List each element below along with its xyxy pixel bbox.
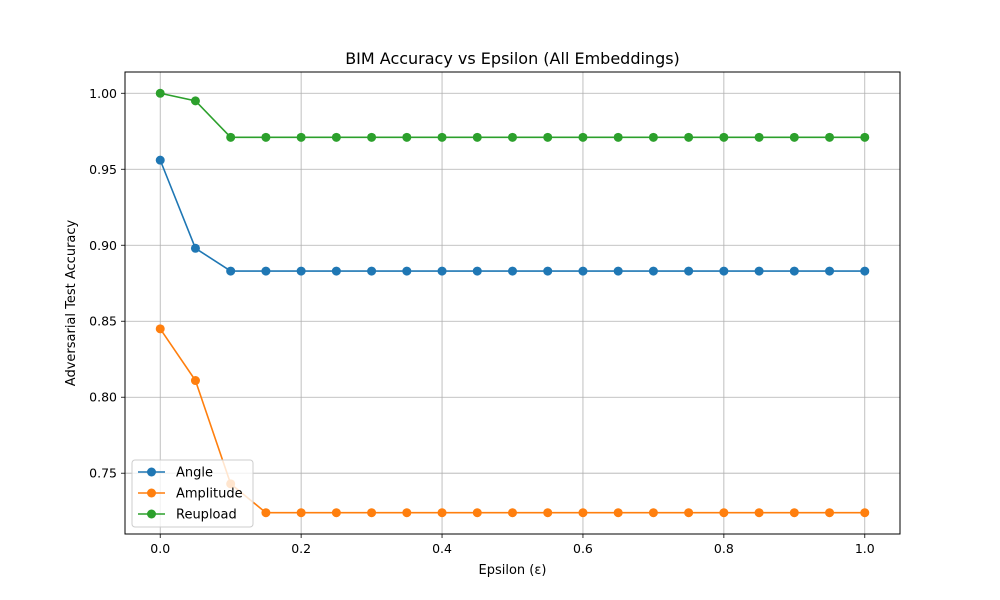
- data-point: [719, 266, 729, 276]
- data-point: [754, 132, 764, 142]
- data-point: [648, 266, 658, 276]
- data-point: [155, 324, 165, 334]
- data-point: [190, 376, 200, 386]
- data-point: [860, 508, 870, 518]
- data-point: [543, 132, 553, 142]
- data-point: [367, 508, 377, 518]
- data-point: [261, 266, 271, 276]
- x-tick-label: 1.0: [855, 541, 875, 556]
- data-point: [578, 266, 588, 276]
- series-layer: [155, 88, 870, 518]
- data-point: [367, 266, 377, 276]
- data-point: [719, 508, 729, 518]
- data-point: [684, 266, 694, 276]
- data-point: [331, 508, 341, 518]
- data-point: [578, 508, 588, 518]
- legend-label: Amplitude: [176, 487, 243, 502]
- x-tick-label: 0.6: [573, 541, 593, 556]
- legend-item: Angle: [138, 466, 213, 481]
- data-point: [825, 132, 835, 142]
- data-point: [789, 132, 799, 142]
- data-point: [402, 508, 412, 518]
- data-point: [684, 132, 694, 142]
- y-tick-label: 0.80: [89, 390, 117, 405]
- legend-marker: [147, 488, 156, 498]
- ticks: 0.0 0.2 0.4 0.6 0.8 1.0 0.75 0.80 0.85 0.90 0.95 1.…: [89, 86, 875, 556]
- data-point: [261, 508, 271, 518]
- data-point: [296, 266, 306, 276]
- legend-item: Reupload: [138, 508, 237, 523]
- data-point: [543, 508, 553, 518]
- y-tick-label: 1.00: [89, 86, 117, 101]
- x-tick-label: 0.0: [150, 541, 170, 556]
- data-point: [190, 96, 200, 106]
- data-point: [367, 132, 377, 142]
- data-point: [754, 508, 764, 518]
- data-point: [825, 508, 835, 518]
- legend-marker: [147, 509, 156, 519]
- y-tick-label: 0.95: [89, 162, 117, 177]
- data-point: [754, 266, 764, 276]
- data-point: [719, 132, 729, 142]
- data-point: [684, 508, 694, 518]
- data-point: [508, 266, 517, 276]
- legend-label: Reupload: [176, 508, 237, 523]
- data-point: [543, 266, 553, 276]
- data-point: [190, 243, 200, 253]
- legend-box: [131, 459, 254, 528]
- data-point: [437, 132, 447, 142]
- legend: Angle Amplitude Reupload: [131, 459, 254, 528]
- data-point: [226, 266, 236, 276]
- y-axis-label: Adversarial Test Accuracy: [64, 219, 79, 386]
- y-tick-label: 0.85: [89, 314, 117, 329]
- x-axis-label: Epsilon (ε): [479, 563, 547, 578]
- data-point: [331, 132, 341, 142]
- y-tick-label: 0.75: [89, 466, 117, 481]
- data-point: [508, 132, 517, 142]
- data-point: [402, 132, 412, 142]
- data-point: [331, 266, 341, 276]
- series-amplitude: [155, 324, 870, 518]
- data-point: [648, 508, 658, 518]
- data-point: [789, 266, 799, 276]
- chart-title: BIM Accuracy vs Epsilon (All Embeddings): [345, 49, 680, 68]
- data-point: [472, 266, 482, 276]
- data-point: [296, 508, 306, 518]
- x-tick-label: 0.4: [432, 541, 452, 556]
- legend-item: Amplitude: [138, 487, 243, 502]
- data-point: [825, 266, 835, 276]
- y-tick-label: 0.90: [89, 238, 117, 253]
- series-angle: [155, 155, 870, 276]
- data-point: [578, 132, 588, 142]
- data-point: [472, 508, 482, 518]
- series-reupload: [155, 88, 870, 142]
- data-point: [472, 132, 482, 142]
- data-point: [508, 508, 517, 518]
- data-point: [296, 132, 306, 142]
- data-point: [437, 266, 447, 276]
- data-point: [226, 132, 236, 142]
- legend-marker: [147, 467, 156, 477]
- data-point: [860, 266, 870, 276]
- data-point: [155, 88, 165, 98]
- data-point: [789, 508, 799, 518]
- grid: [125, 72, 900, 534]
- x-tick-label: 0.8: [714, 541, 734, 556]
- data-point: [860, 132, 870, 142]
- legend-label: Angle: [176, 466, 213, 481]
- data-point: [402, 266, 412, 276]
- data-point: [155, 155, 165, 165]
- data-point: [648, 132, 658, 142]
- data-point: [613, 266, 623, 276]
- data-point: [613, 132, 623, 142]
- x-tick-label: 0.2: [291, 541, 311, 556]
- data-point: [613, 508, 623, 518]
- data-point: [261, 132, 271, 142]
- plot-frame: [124, 71, 901, 535]
- data-point: [437, 508, 447, 518]
